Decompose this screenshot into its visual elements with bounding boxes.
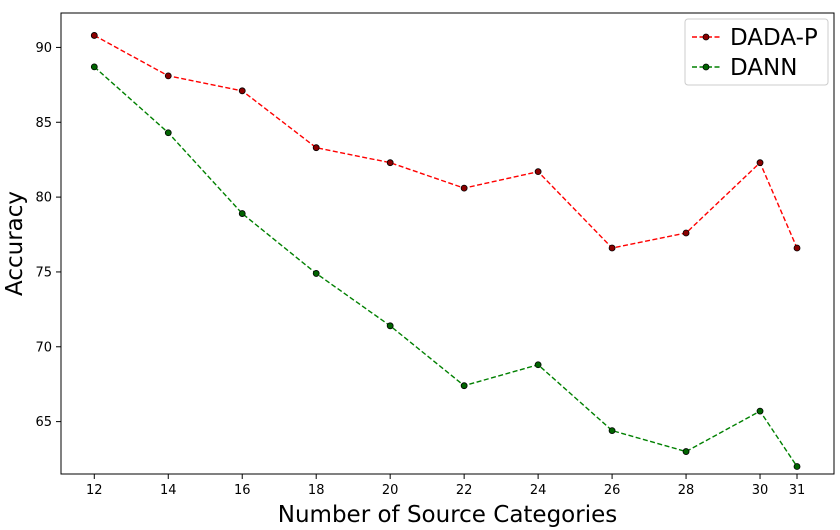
data-point	[164, 72, 172, 80]
x-tick-label: 20	[382, 483, 399, 498]
x-tick-label: 14	[160, 483, 177, 498]
data-point	[164, 129, 172, 137]
series-dada-p	[90, 32, 801, 252]
data-point	[386, 159, 394, 167]
series-layer	[90, 32, 801, 470]
data-point	[460, 382, 468, 390]
data-point	[756, 407, 764, 415]
y-tick-label: 70	[35, 340, 52, 355]
y-tick-label: 75	[35, 265, 52, 280]
series-line	[93, 66, 798, 467]
x-tick-label: 24	[530, 483, 547, 498]
data-point	[608, 244, 616, 252]
legend-entry: DADA-P	[692, 25, 818, 51]
legend-marker	[702, 33, 710, 41]
data-point	[793, 463, 801, 470]
x-tick-label: 31	[789, 483, 806, 498]
legend-entry: DANN	[692, 55, 797, 81]
x-axis-ticks: 12 14 16 18 20 22 24 26 28 30 31	[86, 474, 805, 498]
data-point	[534, 168, 542, 176]
y-tick-label: 80	[35, 191, 52, 206]
plot-area	[60, 12, 835, 475]
data-point	[238, 210, 246, 217]
data-point	[534, 361, 542, 369]
legend-box	[684, 18, 829, 86]
data-point	[682, 229, 690, 237]
x-tick-label: 26	[604, 483, 621, 498]
data-point	[460, 184, 468, 192]
data-point	[386, 322, 394, 330]
data-point	[238, 87, 246, 95]
data-point	[90, 32, 98, 39]
legend-marker	[702, 63, 710, 71]
legend-label: DADA-P	[730, 25, 818, 51]
legend: DADA-P DANN	[684, 18, 829, 86]
y-tick-label: 65	[35, 415, 52, 430]
data-point	[793, 244, 801, 252]
y-axis-ticks: 65 70 75 80 85 90	[35, 41, 61, 430]
x-tick-label: 12	[86, 483, 103, 498]
data-point	[312, 270, 320, 277]
data-point	[682, 448, 690, 455]
series-dann	[90, 63, 801, 470]
x-tick-label: 18	[308, 483, 325, 498]
x-axis-title: Number of Source Categories	[278, 502, 617, 528]
x-tick-label: 22	[456, 483, 473, 498]
data-point	[756, 159, 764, 167]
plot-frame	[60, 12, 835, 475]
y-tick-label: 90	[35, 41, 52, 56]
x-tick-label: 16	[234, 483, 251, 498]
legend-label: DANN	[730, 55, 797, 81]
data-point	[312, 144, 320, 152]
x-tick-label: 30	[752, 483, 769, 498]
data-point	[90, 63, 98, 71]
y-tick-label: 85	[35, 116, 52, 131]
x-tick-label: 28	[678, 483, 695, 498]
data-point	[608, 427, 616, 434]
y-axis-title: Accuracy	[2, 191, 28, 296]
